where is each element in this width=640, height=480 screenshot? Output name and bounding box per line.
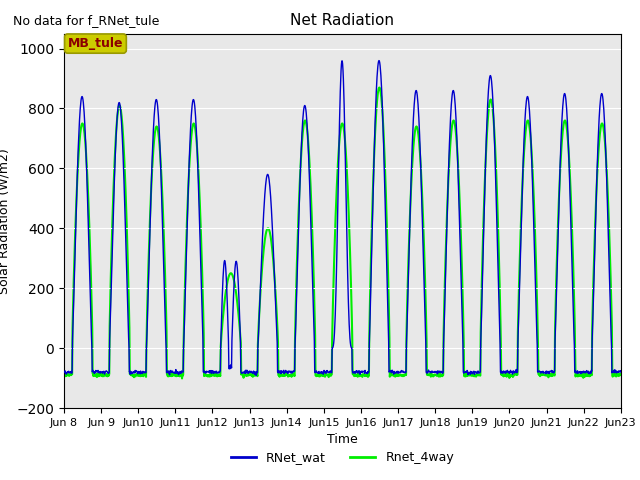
Title: Net Radiation: Net Radiation (291, 13, 394, 28)
Text: No data for f_RNet_tule: No data for f_RNet_tule (13, 14, 159, 27)
Text: MB_tule: MB_tule (68, 37, 124, 50)
X-axis label: Time: Time (327, 433, 358, 446)
Legend: RNet_wat, Rnet_4way: RNet_wat, Rnet_4way (225, 446, 460, 469)
Y-axis label: Solar Radiation (W/m2): Solar Radiation (W/m2) (0, 148, 11, 294)
